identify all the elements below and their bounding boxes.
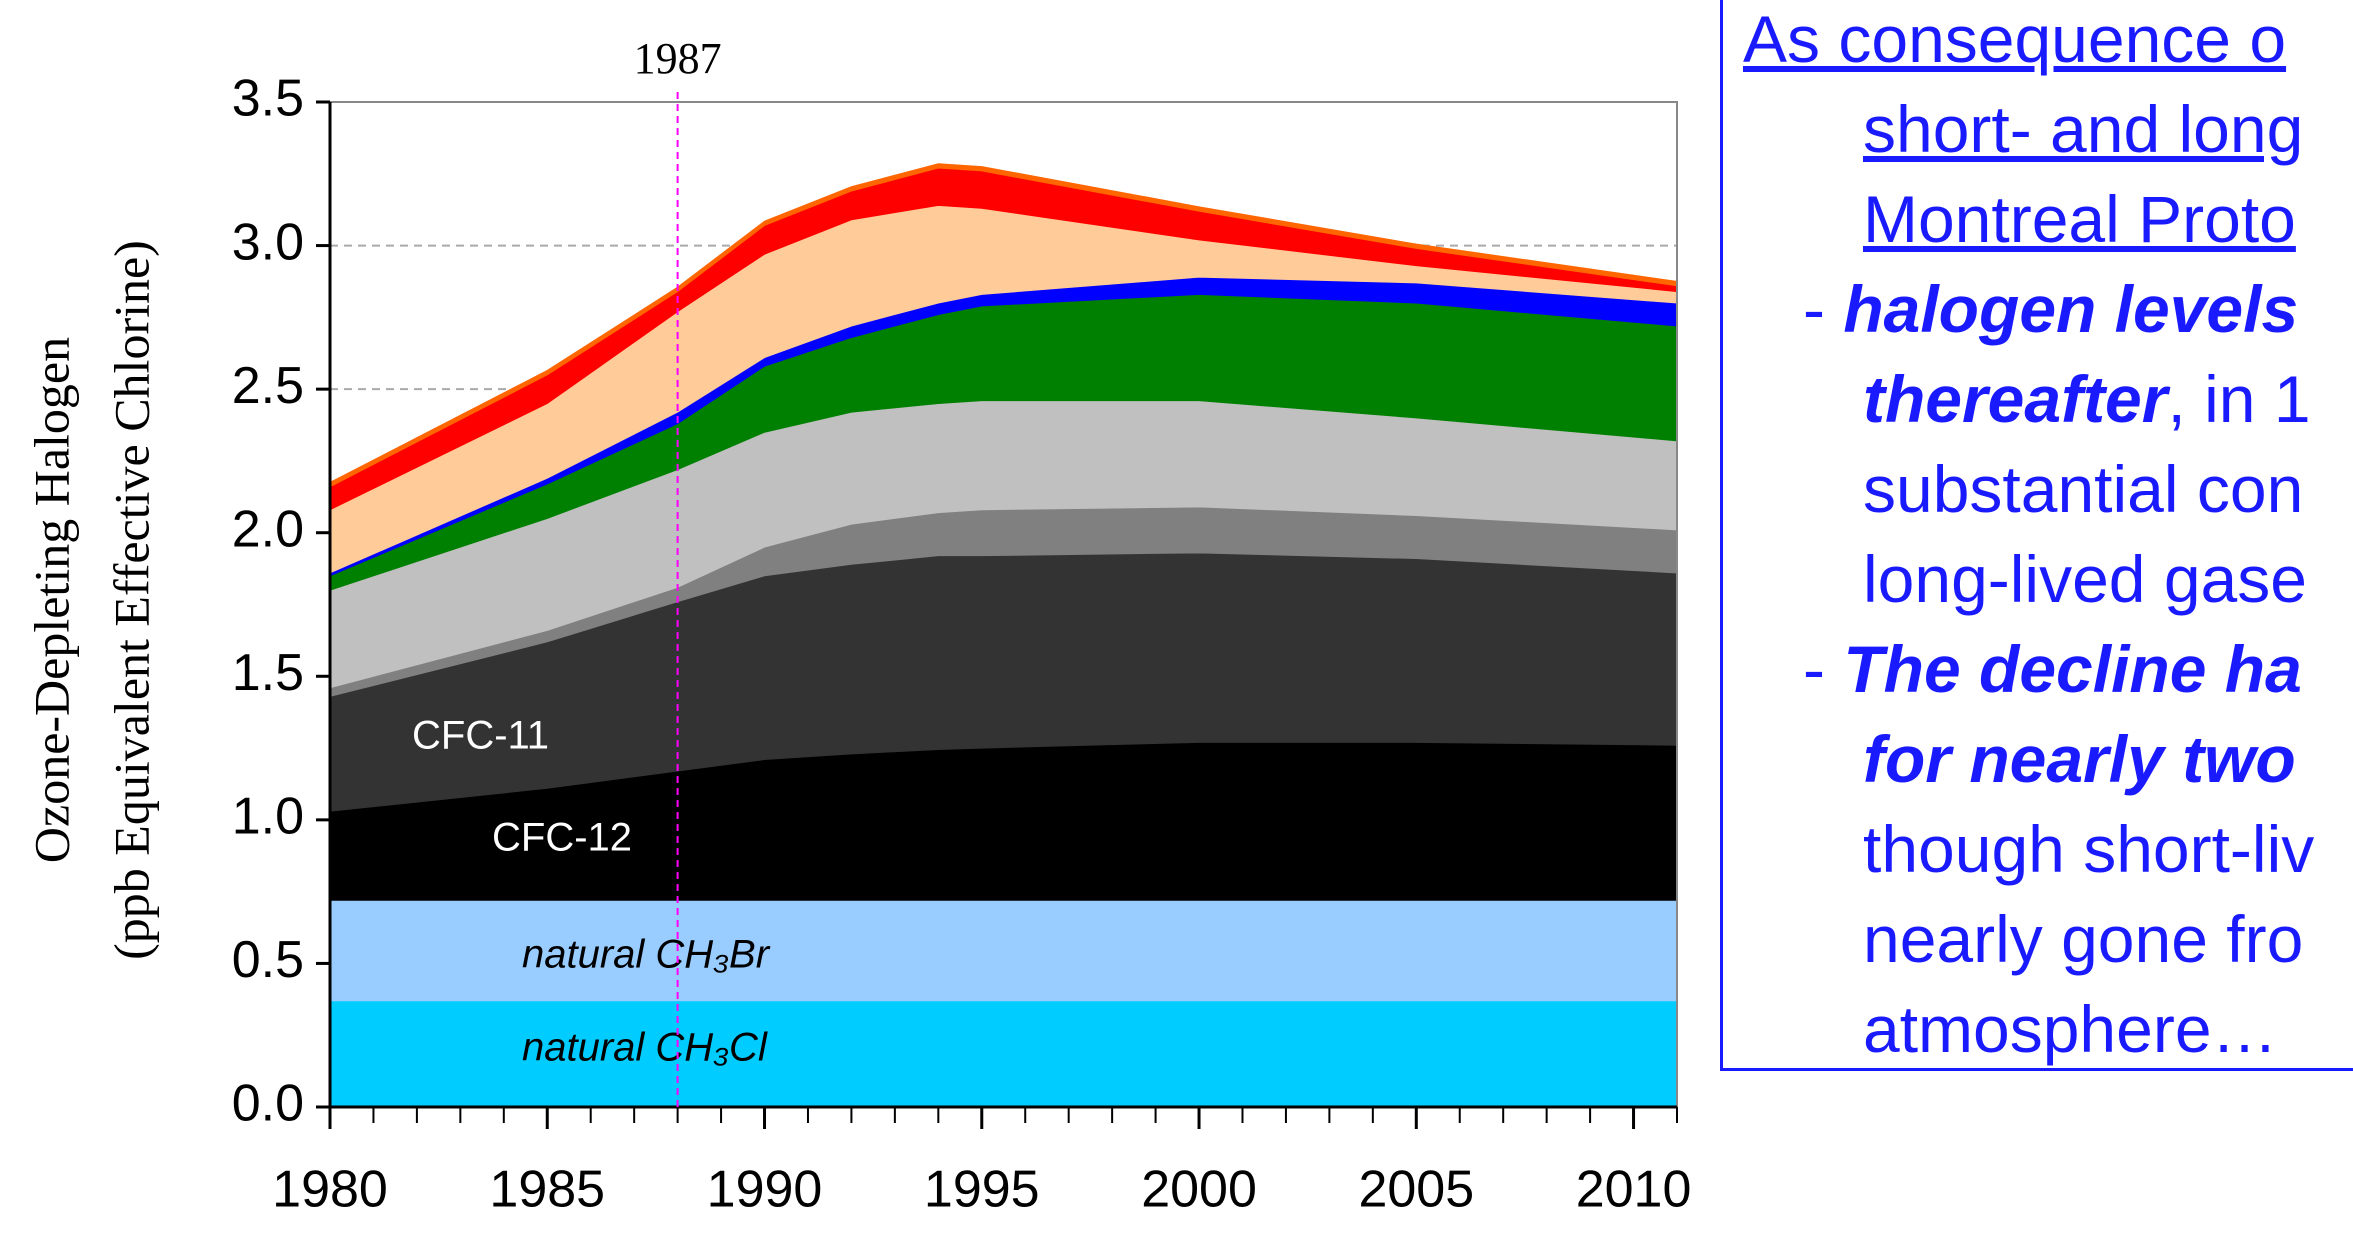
x-tick-label: 2005 xyxy=(1358,1161,1474,1219)
text-box: As consequence o short- and long Montreal … xyxy=(1720,0,2353,1071)
x-tick-label: 1985 xyxy=(489,1161,605,1219)
text-segment: nearly gone fro xyxy=(1863,902,2304,976)
series-label: natural CH₃Cl xyxy=(522,1026,768,1070)
text-segment: atmosphere… xyxy=(1863,992,2278,1066)
text-segment: substantial con xyxy=(1863,452,2304,526)
text-line: - The decline ha xyxy=(1803,636,2302,702)
text-line: though short-liv xyxy=(1863,816,2314,882)
y-tick-label: 3.0 xyxy=(232,213,304,271)
text-segment: though short-liv xyxy=(1863,812,2315,886)
text-segment: thereafter xyxy=(1863,362,2168,436)
text-segment: Montreal Proto xyxy=(1863,182,2296,256)
text-line: short- and long xyxy=(1863,96,2303,162)
text-line: atmosphere… xyxy=(1863,996,2278,1062)
text-line: for nearly two xyxy=(1863,726,2296,792)
y-axis-title: Ozone-Depleting Halogen (ppb Equivalent E… xyxy=(23,240,159,960)
text-line: - halogen levels xyxy=(1803,276,2298,342)
series-label: CFC-12 xyxy=(492,816,632,860)
annotation-label: 1987 xyxy=(634,34,722,83)
x-tick-label: 2010 xyxy=(1576,1161,1692,1219)
text-segment: short- and long xyxy=(1863,92,2304,166)
y-tick-label: 2.0 xyxy=(232,500,304,558)
text-line: long-lived gase xyxy=(1863,546,2307,612)
y-axis-title-line: (ppb Equivalent Effective Chlorine) xyxy=(103,240,159,960)
y-tick-label: 0.5 xyxy=(232,931,304,989)
text-segment: As consequence o xyxy=(1743,2,2287,76)
text-segment: long-lived gase xyxy=(1863,542,2307,616)
text-line: thereafter, in 1 xyxy=(1863,366,2311,432)
text-line: nearly gone fro xyxy=(1863,906,2303,972)
text-segment: halogen levels xyxy=(1843,272,2299,346)
y-tick-label: 2.5 xyxy=(232,357,304,415)
y-tick-label: 3.5 xyxy=(232,70,304,128)
text-segment: - xyxy=(1803,272,1844,346)
x-tick-label: 2000 xyxy=(1141,1161,1257,1219)
text-line: Montreal Proto xyxy=(1863,186,2296,252)
x-tick-label: 1980 xyxy=(272,1161,388,1219)
text-line: As consequence o xyxy=(1743,6,2286,72)
series-label: natural CH₃Br xyxy=(522,933,771,977)
text-segment: The decline ha xyxy=(1843,632,2302,706)
y-axis-title-line: Ozone-Depleting Halogen xyxy=(23,337,79,863)
text-segment: , in 1 xyxy=(2167,362,2311,436)
text-segment: for nearly two xyxy=(1863,722,2296,796)
x-tick-label: 1995 xyxy=(924,1161,1040,1219)
y-tick-label: 1.0 xyxy=(232,788,304,846)
text-line: substantial con xyxy=(1863,456,2303,522)
text-segment: - xyxy=(1803,632,1844,706)
series-label: CFC-11 xyxy=(412,714,549,758)
x-tick-label: 1990 xyxy=(707,1161,823,1219)
y-tick-label: 1.5 xyxy=(232,644,304,702)
y-tick-label: 0.0 xyxy=(232,1075,304,1133)
